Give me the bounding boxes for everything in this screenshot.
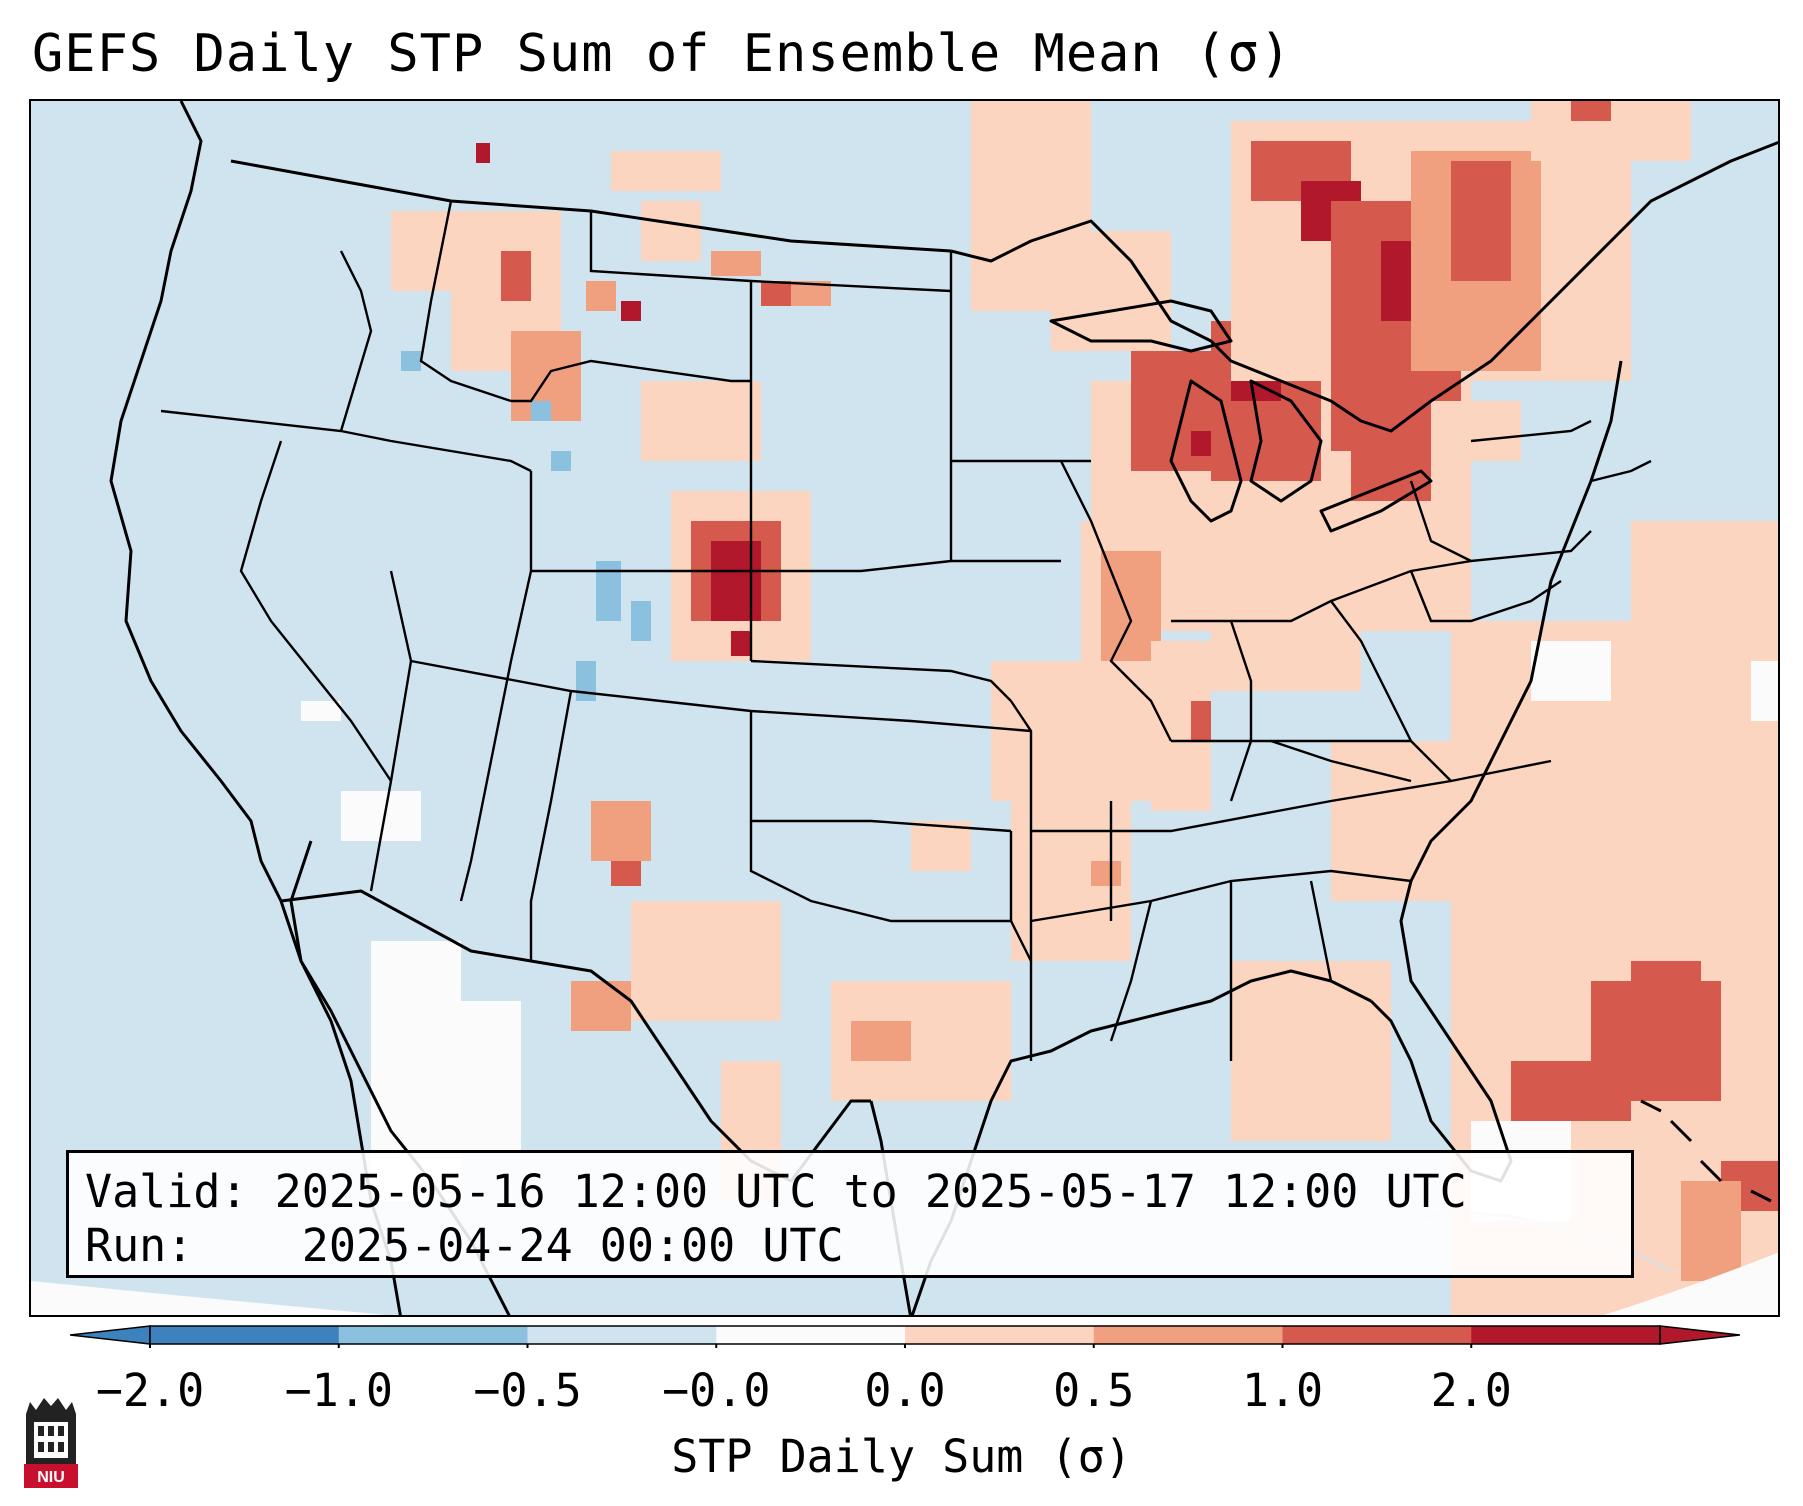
valid-row: Valid: 2025-05-16 12:00 UTC to 2025-05-1…	[85, 1165, 1631, 1219]
valid-value: 2025-05-16 12:00 UTC to 2025-05-17 12:00…	[274, 1165, 1467, 1218]
run-label: Run:	[85, 1219, 194, 1272]
niu-logo: NIU	[24, 1398, 78, 1488]
colorbar-tick-label: −0.0	[662, 1364, 771, 1417]
colorbar-segment	[716, 1326, 906, 1344]
map-panel	[29, 99, 1780, 1317]
map-title: GEFS Daily STP Sum of Ensemble Mean (σ)	[32, 24, 1292, 84]
colorbar-extend-high	[1659, 1325, 1740, 1345]
colorbar-extend-low	[70, 1325, 151, 1345]
stp-map	[31, 101, 1778, 1315]
colorbar	[70, 1325, 1740, 1348]
colorbar-segment	[1093, 1326, 1283, 1344]
colorbar-tick-label: 2.0	[1430, 1364, 1512, 1417]
colorbar-segment	[527, 1326, 717, 1344]
colorbar-segment	[905, 1326, 1095, 1344]
colorbar-segment	[1282, 1326, 1472, 1344]
run-row: Run: 2025-04-24 00:00 UTC	[85, 1219, 1631, 1273]
validity-info-box: Valid: 2025-05-16 12:00 UTC to 2025-05-1…	[66, 1150, 1634, 1278]
logo-text: NIU	[37, 1469, 65, 1486]
run-value: 2025-04-24 00:00 UTC	[301, 1219, 844, 1272]
valid-label: Valid:	[85, 1165, 248, 1218]
colorbar-label: STP Daily Sum (σ)	[671, 1430, 1132, 1483]
colorbar-tick-label: −0.5	[473, 1364, 582, 1417]
colorbar-tick-label: −2.0	[95, 1364, 205, 1417]
state-lines	[160, 200, 1652, 1061]
colorbar-tick-label: 1.0	[1241, 1364, 1324, 1417]
colorbar-segment	[338, 1326, 528, 1344]
colorbar-tick-label: 0.0	[864, 1364, 946, 1417]
colorbar-segment	[1471, 1326, 1661, 1344]
colorbar-tick-label: −1.0	[284, 1364, 393, 1417]
colorbar-tick-label: 0.5	[1053, 1364, 1135, 1417]
colorbar-segment	[150, 1326, 340, 1344]
